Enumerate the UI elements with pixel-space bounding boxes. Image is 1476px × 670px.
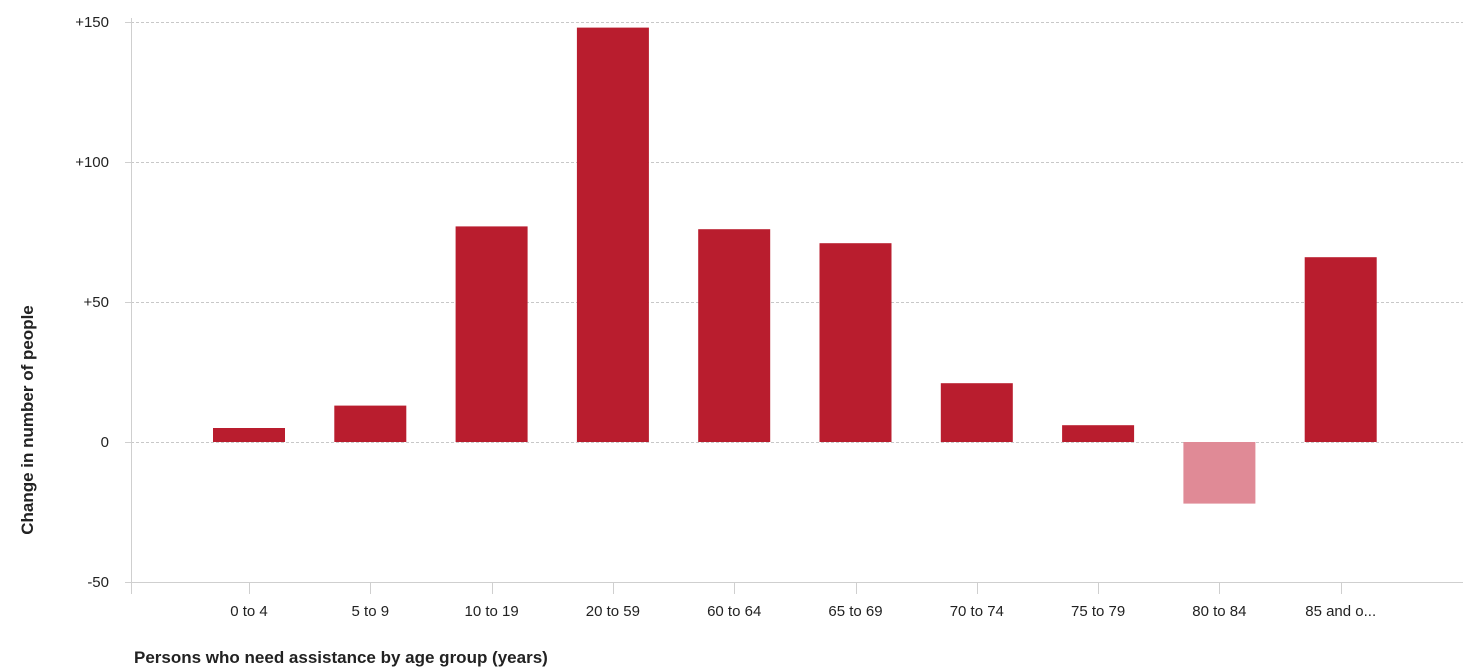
bar bbox=[940, 383, 1013, 442]
bar bbox=[455, 226, 528, 442]
axes bbox=[125, 18, 1463, 594]
x-tick-label: 85 and o... bbox=[1305, 603, 1376, 620]
bar bbox=[334, 405, 407, 442]
bars bbox=[213, 27, 1377, 504]
x-tick-label: 5 to 9 bbox=[352, 603, 390, 620]
y-axis-tick-labels: -50 0 +50 +100 +150 bbox=[75, 14, 109, 591]
x-axis-tick-labels: 0 to 4 5 to 9 10 to 19 20 to 59 60 to 64 65 t… bbox=[230, 603, 1376, 620]
bar bbox=[1062, 425, 1135, 442]
y-tick-label: +50 bbox=[84, 294, 109, 311]
x-tick-label: 10 to 19 bbox=[464, 603, 518, 620]
x-tick-label: 80 to 84 bbox=[1192, 603, 1246, 620]
x-axis-title: Persons who need assistance by age group… bbox=[134, 648, 548, 667]
gridlines bbox=[131, 22, 1463, 443]
x-tick-label: 0 to 4 bbox=[230, 603, 268, 620]
bar bbox=[576, 27, 649, 442]
y-tick-label: +150 bbox=[75, 14, 109, 31]
y-tick-label: +100 bbox=[75, 154, 109, 171]
bar bbox=[213, 428, 285, 442]
x-tick-label: 65 to 69 bbox=[828, 603, 882, 620]
bar bbox=[698, 229, 771, 442]
x-tick-label: 70 to 74 bbox=[950, 603, 1004, 620]
x-tick-label: 60 to 64 bbox=[707, 603, 761, 620]
x-tick-label: 20 to 59 bbox=[586, 603, 640, 620]
bar bbox=[1304, 257, 1377, 442]
bar bbox=[819, 243, 892, 442]
x-tick-label: 75 to 79 bbox=[1071, 603, 1125, 620]
y-tick-label: -50 bbox=[87, 574, 109, 591]
y-tick-label: 0 bbox=[101, 434, 109, 451]
bar bbox=[1183, 442, 1256, 504]
y-axis-title: Change in number of people bbox=[18, 305, 37, 535]
